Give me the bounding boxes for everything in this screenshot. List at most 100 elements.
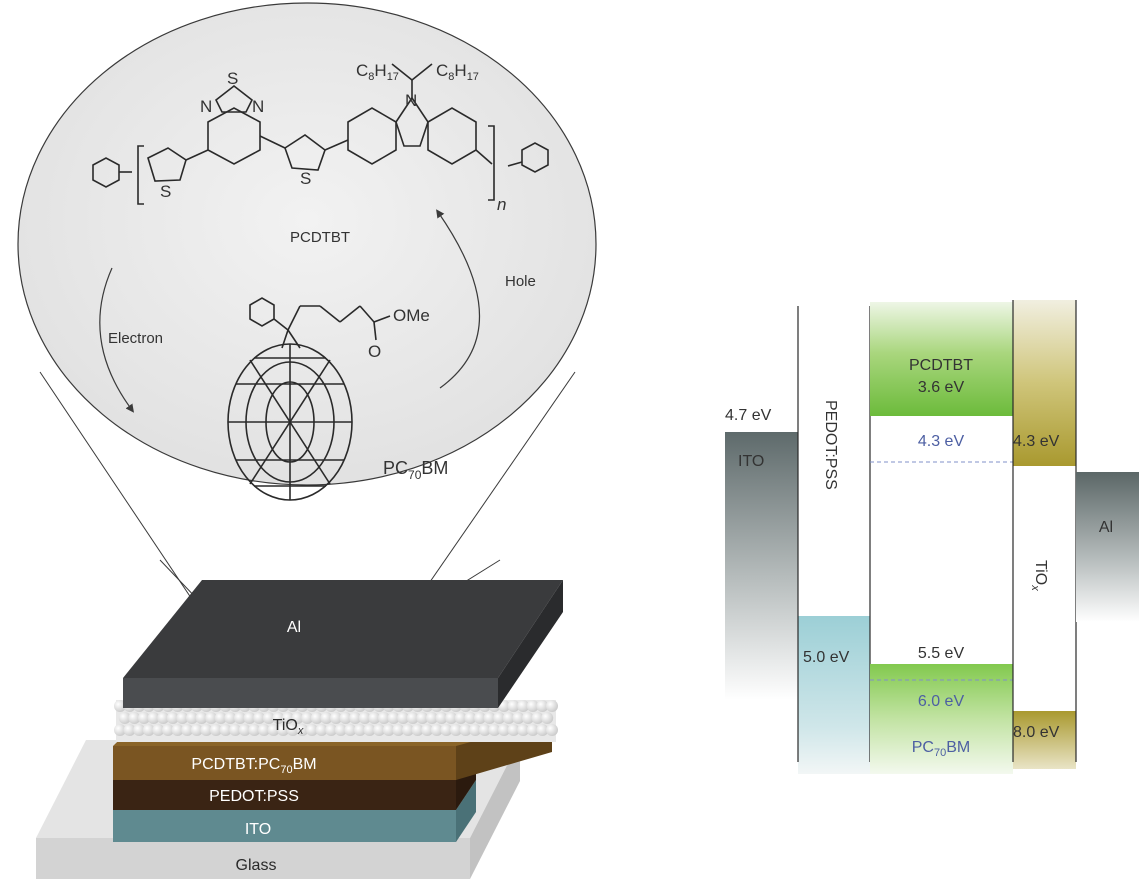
tiox-particle (512, 712, 525, 724)
tiox-particle (483, 712, 496, 724)
tiox-particle (397, 712, 410, 724)
tiox-particle (363, 724, 376, 736)
tiox-particle (147, 712, 160, 724)
tiox-particle (166, 712, 179, 724)
tiox-particle (368, 712, 381, 724)
tiox-particle (450, 724, 462, 736)
electron-label: Electron (108, 330, 163, 347)
tiox-particle (546, 724, 558, 736)
pcdtbt-name-label: PCDTBT (909, 357, 973, 374)
pedot-level-label: 5.0 eV (803, 649, 850, 666)
tiox-particle (200, 724, 213, 736)
pedot-name-label: PEDOT:PSS (822, 400, 839, 490)
tiox-particle (272, 712, 285, 724)
tiox-particle (128, 712, 141, 724)
tiox-particle (435, 712, 448, 724)
tiox-particle (219, 724, 232, 736)
pcdtbt-lumo-block (870, 302, 1013, 416)
tiox-particle (502, 712, 515, 724)
alkyl-c-sub-right: 8 (448, 71, 454, 83)
tiox-particle (320, 712, 333, 724)
pedot-block (798, 616, 870, 774)
tiox-name-label: TiOx (1029, 560, 1049, 591)
tiox-particle (258, 724, 270, 736)
tiox-particle (373, 724, 386, 736)
tiox-particle (421, 724, 434, 736)
stack-ito-label: ITO (245, 821, 271, 838)
tiox-particle (210, 724, 222, 736)
tiox-particle (354, 724, 366, 736)
al-layer-top (123, 580, 563, 678)
tiox-particle (282, 712, 294, 724)
tiox-particle (238, 724, 251, 736)
tiox-particle (315, 724, 328, 736)
pcdtbt-lumo-label: 3.6 eV (918, 379, 965, 396)
tiox-particle (157, 712, 170, 724)
tiox-particle (234, 712, 246, 724)
tiox-particle (517, 700, 530, 712)
tiox-particle (349, 712, 362, 724)
pc70bm-structure (227, 297, 391, 501)
tiox-particle (243, 712, 256, 724)
atom-s-thiophene-2: S (300, 169, 311, 188)
ito-block (725, 432, 798, 700)
tiox-particle (474, 712, 486, 724)
hole-label: Hole (505, 273, 536, 290)
tiox-particle (406, 712, 419, 724)
tiox-particle (378, 712, 390, 724)
tiox-particle (114, 724, 126, 736)
tiox-particle (454, 712, 467, 724)
ito-level-label: 4.7 eV (725, 407, 772, 424)
alkyl-h-right: H (454, 61, 466, 80)
alkyl-h-sub-right: 17 (467, 71, 479, 83)
tiox-particle (387, 712, 400, 724)
tiox-particle (262, 712, 275, 724)
stack-pedot-label: PEDOT:PSS (209, 788, 299, 805)
tiox-particle (186, 712, 198, 724)
tiox-particle (536, 700, 549, 712)
tiox-particle (171, 724, 184, 736)
tiox-particle (488, 724, 501, 736)
molecule-bubble (17, 2, 597, 486)
tiox-particle (464, 712, 477, 724)
glass-layer (36, 838, 470, 879)
tiox-particle (248, 724, 261, 736)
tiox-particle (469, 724, 482, 736)
tiox-particle (291, 712, 304, 724)
pcdtbt-structure (92, 63, 549, 205)
tiox-particle (123, 724, 136, 736)
pcbm-homo-label: 6.0 eV (918, 693, 965, 710)
pcdtbt-label: PCDTBT (290, 229, 350, 246)
repeat-index-n: n (497, 195, 506, 214)
tiox-particle (176, 712, 189, 724)
tiox-particle (531, 712, 544, 724)
tiox-particle (162, 724, 174, 736)
tiox-particle (493, 712, 506, 724)
tiox-particle (402, 724, 414, 736)
tiox-cb-block (1013, 300, 1076, 466)
active-layer (113, 746, 456, 780)
tiox-particle (142, 724, 155, 736)
tiox-particle (229, 724, 242, 736)
tiox-particle (133, 724, 146, 736)
al-block (1076, 472, 1139, 622)
stack-tiox-label: TiOx (273, 717, 304, 737)
tiox-particle (306, 724, 318, 736)
tiox-particle (118, 712, 131, 724)
tiox-particle (546, 700, 558, 712)
pcdtbt-homo-block (870, 664, 1013, 774)
tiox-particle (301, 712, 314, 724)
tiox-particle (416, 712, 429, 724)
tiox-particle (526, 700, 539, 712)
tiox-particle (195, 712, 208, 724)
al-name-label: Al (1099, 519, 1113, 536)
ome-label: OMe (393, 306, 430, 325)
device-stack (36, 580, 563, 879)
tiox-particle (478, 724, 491, 736)
energy-labels: 4.7 eV ITO 5.0 eV PEDOT:PSS PCDTBT 3.6 e… (725, 357, 1113, 759)
atom-n-btd-right: N (252, 97, 264, 116)
tiox-particle (224, 712, 237, 724)
tiox-particle (382, 724, 395, 736)
pc70bm-label: PC70BM (383, 458, 448, 482)
